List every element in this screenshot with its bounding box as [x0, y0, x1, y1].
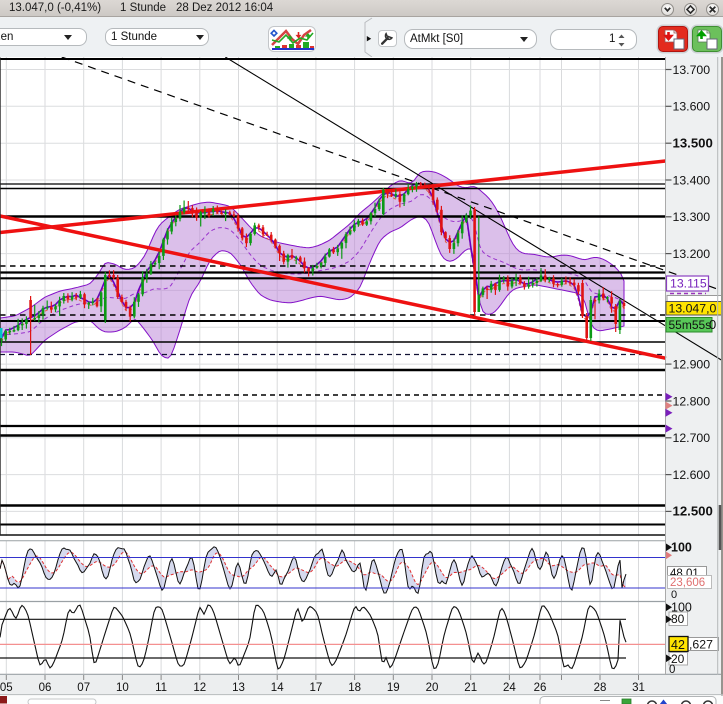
svg-text:13.700: 13.700 — [673, 63, 711, 77]
svg-text:19: 19 — [387, 682, 400, 694]
svg-text:13.115: 13.115 — [670, 277, 707, 291]
svg-text:13.600: 13.600 — [673, 100, 711, 114]
svg-text:12.600: 12.600 — [673, 468, 711, 482]
svg-text:24: 24 — [503, 682, 516, 694]
svg-text:12.700: 12.700 — [673, 431, 711, 445]
svg-text:28: 28 — [594, 682, 607, 694]
svg-text:17: 17 — [310, 682, 323, 694]
svg-text:,627: ,627 — [689, 638, 713, 652]
svg-text:12.800: 12.800 — [673, 394, 711, 408]
svg-text:21: 21 — [464, 682, 477, 694]
svg-text:20: 20 — [671, 652, 685, 666]
svg-text:42: 42 — [671, 638, 685, 652]
svg-text:13.300: 13.300 — [673, 210, 711, 224]
svg-text:13.500: 13.500 — [673, 136, 713, 151]
svg-text:31: 31 — [632, 682, 645, 694]
svg-text:06: 06 — [39, 682, 52, 694]
svg-text:0: 0 — [709, 317, 716, 332]
svg-text:13.200: 13.200 — [673, 247, 711, 261]
svg-text:26: 26 — [534, 682, 547, 694]
svg-text:0: 0 — [671, 589, 677, 601]
svg-text:11: 11 — [155, 682, 167, 694]
svg-text:14: 14 — [271, 682, 284, 694]
svg-text:0: 0 — [669, 664, 675, 676]
svg-text:100: 100 — [671, 541, 692, 555]
svg-text:12: 12 — [193, 682, 206, 694]
svg-text:55m55s: 55m55s — [669, 318, 712, 332]
svg-text:13.400: 13.400 — [673, 173, 711, 187]
svg-text:80: 80 — [671, 612, 685, 626]
svg-text:100: 100 — [671, 601, 692, 615]
svg-text:13.047,0: 13.047,0 — [669, 301, 717, 315]
svg-text:13: 13 — [232, 682, 245, 694]
svg-text:07: 07 — [77, 682, 90, 694]
svg-text:18: 18 — [348, 682, 361, 694]
svg-text:05: 05 — [0, 682, 13, 694]
svg-text:20: 20 — [426, 682, 439, 694]
svg-text:10: 10 — [116, 682, 129, 694]
svg-text:23,606: 23,606 — [670, 577, 705, 589]
svg-text:12.500: 12.500 — [673, 504, 713, 519]
svg-text:12.900: 12.900 — [673, 357, 711, 371]
